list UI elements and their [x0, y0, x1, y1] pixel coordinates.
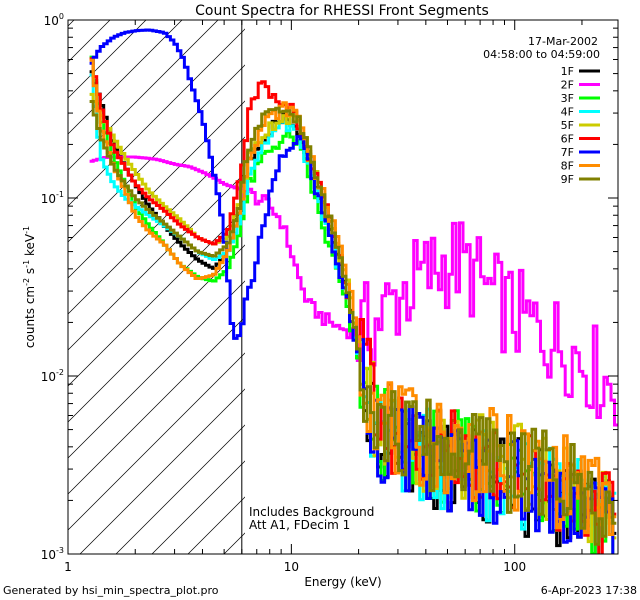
y-axis-ticks: 100 10-1 10-2 10-3 — [41, 12, 618, 562]
time-range-label: 04:58:00 to 04:59:00 — [483, 48, 600, 61]
hatch-line — [68, 20, 111, 63]
legend-label-7F: 7F — [561, 146, 574, 159]
x-tick-label: 1 — [64, 560, 72, 574]
legend-label-9F: 9F — [561, 173, 574, 186]
x-axis-label: Energy (keV) — [304, 575, 381, 589]
date-label: 17-Mar-2002 — [528, 35, 598, 48]
series-line-8F — [89, 58, 617, 536]
y-tick-label: 100 — [44, 12, 64, 28]
chart-title: Count Spectra for RHESSI Front Segments — [195, 3, 489, 19]
note-background: Includes Background — [249, 505, 374, 519]
hatch-line — [68, 280, 245, 459]
y-tick-label: 10-2 — [41, 368, 64, 384]
hatch-line — [0, 0, 104, 554]
y-tick-label: 10-1 — [41, 190, 64, 206]
hatch-line — [68, 136, 245, 315]
legend-label-5F: 5F — [561, 119, 574, 132]
legend-label-3F: 3F — [561, 92, 574, 105]
legend-label-6F: 6F — [561, 133, 574, 146]
hatch-line — [68, 64, 245, 243]
hatch-line — [68, 20, 219, 171]
excluded-energy-hatching — [0, 0, 245, 554]
hatch-line — [68, 316, 245, 495]
legend-label-4F: 4F — [561, 106, 574, 119]
footer-generated-by: Generated by hsi_min_spectra_plot.pro — [3, 584, 219, 597]
x-tick-label: 10 — [284, 560, 299, 574]
footer-date: 6-Apr-2023 17:38 — [541, 584, 637, 597]
hatch-line — [68, 20, 183, 135]
x-axis-ticks: 1 10 100 — [64, 20, 583, 574]
hatch-line — [68, 244, 245, 423]
hatch-line — [68, 172, 245, 351]
hatch-line — [68, 100, 245, 279]
legend-label-2F: 2F — [561, 79, 574, 92]
y-axis-label: counts cm-2 s-1 keV-1 — [22, 226, 37, 348]
hatch-line — [115, 424, 245, 554]
x-tick-label: 100 — [503, 560, 526, 574]
hatch-line — [68, 20, 147, 99]
plot-frame — [67, 19, 619, 555]
hatch-line — [79, 388, 245, 554]
hatch-line — [68, 208, 245, 387]
legend-label-8F: 8F — [561, 160, 574, 173]
series-line-9F — [89, 100, 617, 546]
note-attenuator: Att A1, FDecim 1 — [249, 518, 350, 532]
legend-label-1F: 1F — [561, 65, 574, 78]
hatch-line — [68, 352, 245, 531]
y-tick-label: 10-3 — [41, 546, 64, 562]
hatch-line — [68, 28, 245, 207]
